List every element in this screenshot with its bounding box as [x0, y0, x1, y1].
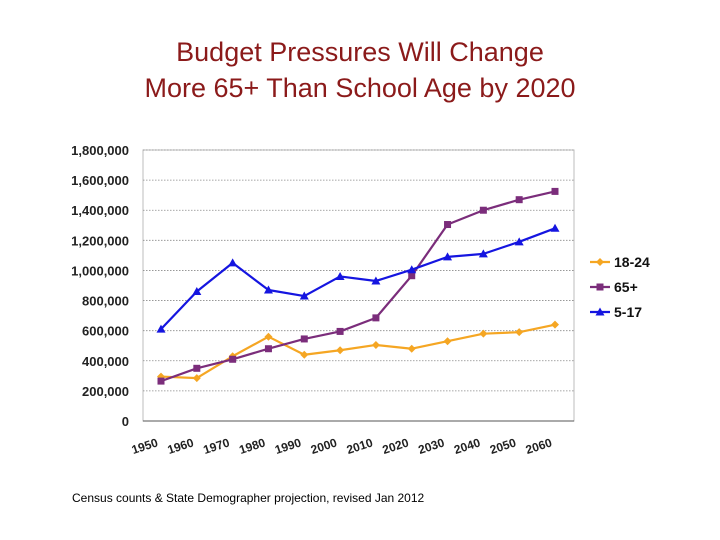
data-point-65plus — [515, 196, 523, 204]
data-point-18-24 — [515, 328, 524, 337]
y-tick-label: 1,200,000 — [71, 233, 129, 248]
data-point-65plus — [157, 377, 165, 385]
series-line-18-24 — [160, 323, 556, 380]
data-point-5-17 — [514, 237, 524, 246]
x-tick-label: 2010 — [345, 435, 375, 457]
data-point-65plus — [551, 187, 559, 195]
legend-label-65plus: 65+ — [614, 279, 638, 295]
x-tick-label: 1960 — [166, 435, 196, 457]
data-point-18-24 — [192, 374, 201, 383]
y-tick-label: 1,600,000 — [71, 173, 129, 188]
data-point-5-17 — [192, 287, 202, 296]
plot-area — [142, 149, 575, 422]
x-tick-label: 1980 — [237, 435, 267, 457]
data-point-5-17 — [335, 271, 345, 280]
data-point-65plus — [336, 327, 344, 335]
data-point-18-24 — [479, 329, 488, 338]
y-tick-label: 1,000,000 — [71, 263, 129, 278]
data-point-65plus — [229, 355, 237, 363]
y-tick-label: 1,400,000 — [71, 203, 129, 218]
data-point-65plus — [479, 206, 487, 214]
legend-marker-65plus — [596, 283, 604, 291]
data-point-5-17 — [443, 252, 453, 261]
x-tick-label: 1950 — [130, 435, 160, 457]
series-line-5-17 — [160, 227, 556, 330]
y-tick-label: 800,000 — [82, 294, 129, 309]
data-point-65plus — [444, 221, 452, 229]
y-tick-label: 200,000 — [82, 384, 129, 399]
data-point-65plus — [264, 345, 272, 353]
data-point-5-17 — [478, 249, 488, 258]
x-tick-label: 2050 — [488, 435, 518, 457]
data-point-18-24 — [551, 320, 559, 329]
y-tick-label: 400,000 — [82, 354, 129, 369]
legend-label-5-17: 5-17 — [614, 304, 642, 320]
data-point-65plus — [300, 335, 308, 343]
data-point-5-17 — [299, 291, 309, 300]
data-point-5-17 — [550, 223, 560, 232]
x-tick-label: 2020 — [381, 435, 411, 457]
data-point-5-17 — [228, 258, 238, 267]
source-caption: Census counts & State Demographer projec… — [72, 491, 425, 505]
data-point-5-17 — [263, 285, 273, 294]
data-point-65plus — [372, 314, 380, 322]
legend-label-18-24: 18-24 — [614, 254, 650, 270]
x-tick-label: 2030 — [416, 435, 446, 457]
title-line-2: More 65+ Than School Age by 2020 — [144, 73, 576, 103]
data-point-65plus — [408, 272, 416, 280]
x-tick-label: 1970 — [202, 435, 232, 457]
x-tick-label: 2060 — [524, 435, 554, 457]
data-point-18-24 — [371, 340, 380, 349]
data-point-18-24 — [264, 332, 273, 341]
data-point-5-17 — [156, 324, 166, 333]
data-point-5-17 — [407, 265, 417, 274]
legend-marker-5-17 — [595, 307, 605, 316]
y-tick-label: 0 — [122, 414, 129, 429]
y-tick-label: 600,000 — [82, 324, 129, 339]
x-tick-label: 1990 — [273, 435, 303, 457]
title-line-1: Budget Pressures Will Change — [176, 37, 544, 67]
legend-marker-18-24 — [596, 258, 604, 266]
data-point-18-24 — [407, 344, 416, 353]
x-tick-label: 2040 — [452, 435, 482, 457]
data-point-18-24 — [443, 337, 452, 346]
series-line-65plus — [160, 190, 556, 383]
x-tick-label: 2000 — [309, 435, 339, 457]
data-point-65plus — [193, 364, 201, 372]
y-tick-label: 1,800,000 — [71, 143, 129, 158]
data-point-18-24 — [336, 346, 345, 355]
data-point-18-24 — [300, 350, 309, 359]
data-point-5-17 — [371, 276, 381, 285]
chart-title: Budget Pressures Will Change More 65+ Th… — [0, 34, 720, 106]
